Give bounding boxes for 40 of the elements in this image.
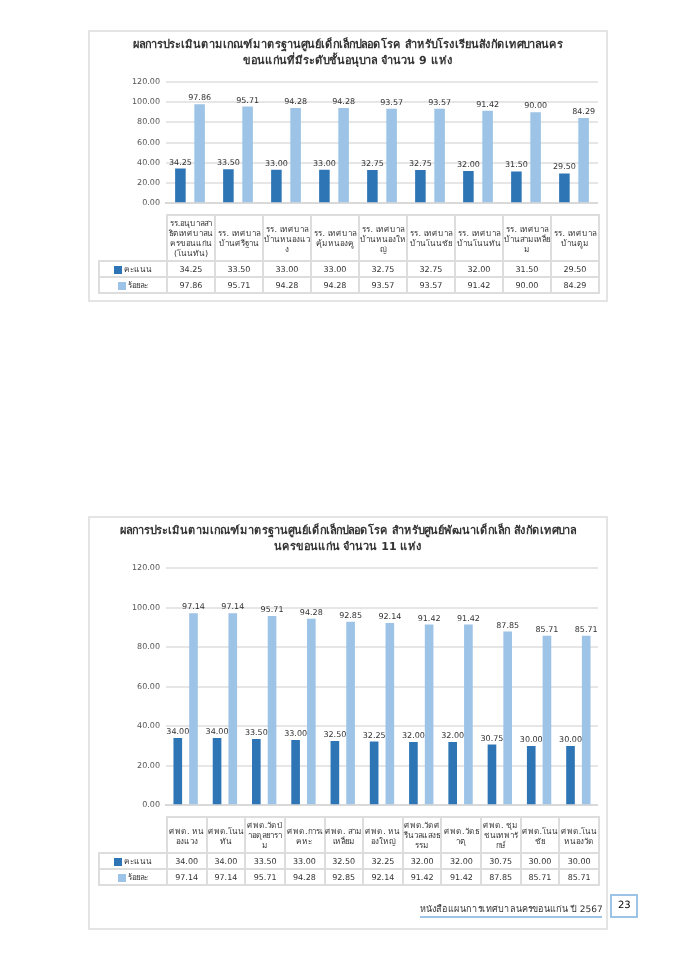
- bar: [228, 613, 238, 805]
- bar: [338, 107, 349, 203]
- bar: [194, 104, 205, 203]
- bar: [530, 112, 541, 203]
- bar: [424, 624, 434, 805]
- bar: [306, 618, 316, 805]
- bar: [487, 744, 497, 805]
- bar: [189, 613, 198, 805]
- bar: [581, 635, 591, 805]
- bar: [291, 739, 300, 805]
- bar: [511, 171, 522, 203]
- bar: [330, 740, 340, 805]
- bar: [242, 106, 253, 203]
- bar: [578, 118, 589, 203]
- bar: [434, 108, 445, 203]
- bar: [463, 170, 474, 203]
- bar: [252, 738, 261, 805]
- bar: [526, 745, 536, 805]
- bar: [482, 110, 493, 203]
- bar: [346, 621, 355, 805]
- bar: [385, 623, 395, 805]
- bar: [290, 107, 301, 203]
- bar: [386, 108, 397, 203]
- bar: [267, 616, 277, 805]
- bar: [173, 737, 183, 805]
- bar: [367, 170, 378, 203]
- bar: [175, 168, 186, 203]
- bar: [319, 169, 330, 203]
- bar: [212, 737, 222, 805]
- bar: [415, 170, 426, 203]
- bar: [369, 741, 379, 805]
- bar: [448, 741, 458, 805]
- bar: [409, 741, 418, 805]
- bar: [559, 173, 570, 203]
- bar: [223, 169, 234, 203]
- bar: [542, 635, 552, 805]
- bar: [464, 624, 473, 805]
- bar: [566, 745, 575, 805]
- bar: [503, 631, 512, 805]
- bar: [271, 169, 282, 203]
